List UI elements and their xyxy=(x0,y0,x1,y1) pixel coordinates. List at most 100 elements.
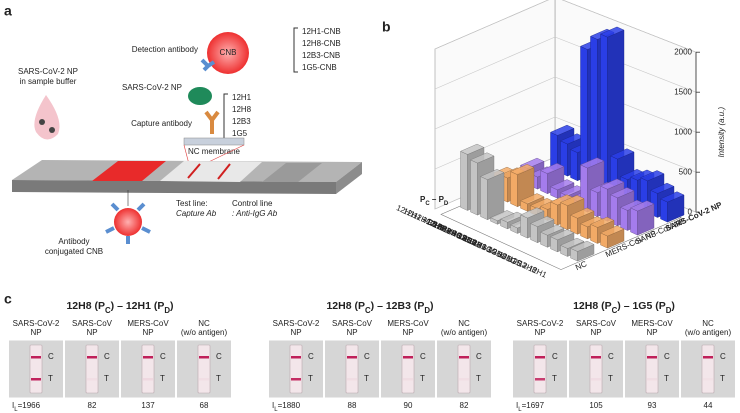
antigen-icon xyxy=(188,87,212,105)
control-band xyxy=(291,356,301,359)
line-label: T xyxy=(720,374,725,383)
absorbent-pad xyxy=(262,163,322,182)
subscript: D xyxy=(424,306,430,315)
line-label: C xyxy=(720,352,726,361)
line-label: C xyxy=(552,352,558,361)
schematic: SARS-CoV-2 NP in sample buffer CNB Detec… xyxy=(12,27,362,256)
value: 1880 xyxy=(282,401,300,410)
test-band xyxy=(591,378,601,381)
bar-top xyxy=(590,216,615,228)
bar-top xyxy=(560,195,585,206)
column-label: NC xyxy=(702,319,714,328)
bar-top xyxy=(560,237,585,249)
line-label: T xyxy=(364,374,369,383)
strip-window xyxy=(589,344,603,394)
line-label: T xyxy=(608,374,613,383)
text-part: P xyxy=(420,195,426,204)
window xyxy=(160,161,262,182)
line-label: C xyxy=(48,352,54,361)
column-label: SARS-CoV-2 xyxy=(273,319,320,328)
strip xyxy=(336,162,362,194)
column-label: NP xyxy=(646,328,657,337)
column-label: (w/o antigen) xyxy=(181,328,228,337)
line-label: C xyxy=(104,352,110,361)
label: SARS-CoV-2 NP xyxy=(122,83,182,92)
bar-face xyxy=(630,207,638,236)
column-label: NP xyxy=(346,328,357,337)
subscript: C xyxy=(365,306,371,315)
label: in sample buffer xyxy=(20,77,77,86)
bar xyxy=(660,191,685,223)
strip-window xyxy=(345,344,359,394)
subscript: C xyxy=(425,201,430,207)
strip-window xyxy=(457,344,471,394)
label: conjugated CNB xyxy=(45,247,103,256)
text-part: I xyxy=(12,401,14,410)
bar-face xyxy=(510,171,518,208)
strip xyxy=(12,180,336,194)
label: 12H8 xyxy=(232,105,252,114)
text-part: I xyxy=(272,401,274,410)
strip-window xyxy=(289,344,303,394)
line-label: T xyxy=(48,374,53,383)
control-band xyxy=(143,356,153,359)
subscript: C xyxy=(105,306,111,315)
control-band xyxy=(459,356,469,359)
column-label: SARS-CoV xyxy=(72,319,113,328)
grid-line xyxy=(561,0,697,53)
strip-window xyxy=(197,344,211,394)
line-label: T xyxy=(216,374,221,383)
bar-top xyxy=(480,169,505,180)
label: 12B3-CNB xyxy=(302,51,340,60)
text-part: I xyxy=(516,401,518,410)
line-label: C xyxy=(664,352,670,361)
bar-top xyxy=(570,240,595,252)
panel-label: a xyxy=(4,3,12,19)
test-band xyxy=(199,378,209,381)
test-band xyxy=(459,378,469,381)
bar-face xyxy=(520,214,528,239)
bar-top xyxy=(640,170,665,182)
bar-top xyxy=(470,152,495,164)
bar-top xyxy=(550,124,575,136)
bar-top xyxy=(570,207,595,219)
group-title: 12H8 (PC) – 1G5 (PD) xyxy=(573,300,675,315)
intensity-label: 93 xyxy=(648,401,657,410)
value: 105 xyxy=(589,401,603,410)
strip-window xyxy=(701,344,715,394)
control-band xyxy=(87,356,97,359)
y-tick-label: 500 xyxy=(679,167,693,176)
grid-line xyxy=(554,36,697,93)
y-tick-label: 2000 xyxy=(674,47,692,56)
column-label: MERS-CoV xyxy=(127,319,169,328)
column-label: MERS-CoV xyxy=(631,319,673,328)
text-part: = xyxy=(18,401,23,410)
intensity-label: 88 xyxy=(348,401,357,410)
grid-line xyxy=(434,116,556,170)
test-line xyxy=(187,163,201,179)
label: 12B3 xyxy=(232,117,251,126)
value: 93 xyxy=(648,401,657,410)
bar-top xyxy=(610,187,635,199)
legend-label: NC xyxy=(574,259,588,272)
label: 12H1-CNB xyxy=(302,27,341,36)
text-part: = xyxy=(278,401,283,410)
intensity-label: IL=1880 xyxy=(272,401,301,412)
strip-window xyxy=(645,344,659,394)
column-label: SARS-CoV xyxy=(332,319,373,328)
bracket xyxy=(223,93,228,141)
bar-top xyxy=(550,229,575,241)
control-band xyxy=(347,356,357,359)
panel-label: b xyxy=(382,19,391,35)
cnb xyxy=(207,32,249,74)
line-label: T xyxy=(420,374,425,383)
control-band xyxy=(703,356,713,359)
label: CNB xyxy=(220,48,237,57)
value: 88 xyxy=(348,401,357,410)
value: 44 xyxy=(704,401,713,410)
bar-face xyxy=(620,206,628,231)
bar-top xyxy=(610,148,635,160)
antigen-icon xyxy=(39,119,45,125)
subscript: C xyxy=(612,306,618,315)
label: Control line xyxy=(232,199,273,208)
